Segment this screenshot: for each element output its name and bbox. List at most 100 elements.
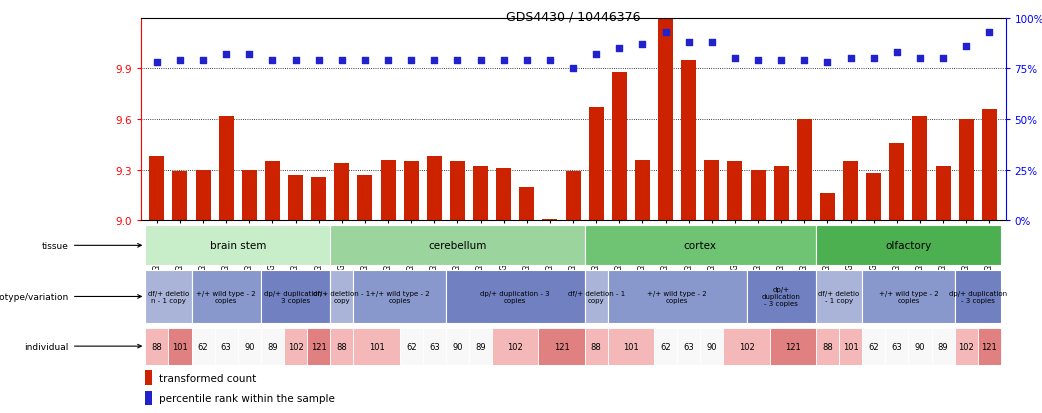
Text: transformed count: transformed count [159, 373, 256, 383]
Bar [196, 170, 210, 221]
Text: 121: 121 [982, 342, 997, 351]
Bar [192, 328, 215, 365]
Bar [145, 226, 330, 266]
Bar [169, 328, 192, 365]
Bar [977, 328, 1001, 365]
Bar [704, 160, 719, 221]
Text: 62: 62 [661, 342, 671, 351]
Bar [380, 160, 396, 221]
Text: 88: 88 [337, 342, 347, 351]
Bar [585, 226, 816, 266]
Point [703, 40, 720, 46]
Bar [260, 328, 284, 365]
Bar [238, 328, 260, 365]
Text: 101: 101 [843, 342, 859, 351]
Bar [145, 328, 169, 365]
Point [819, 60, 836, 66]
Bar [400, 328, 423, 365]
Bar [330, 226, 585, 266]
Bar [607, 328, 654, 365]
Point [935, 56, 951, 62]
Bar [427, 157, 442, 221]
Bar [496, 169, 512, 221]
Text: 89: 89 [475, 342, 486, 351]
Point [288, 58, 304, 64]
Text: 121: 121 [311, 342, 326, 351]
Point [912, 56, 928, 62]
Bar [862, 328, 886, 365]
Point [333, 58, 350, 64]
Text: +/+ wild type - 2
copies: +/+ wild type - 2 copies [370, 290, 429, 303]
Point [379, 58, 396, 64]
Text: brain stem: brain stem [209, 241, 266, 251]
Text: 89: 89 [938, 342, 948, 351]
Point [195, 58, 212, 64]
Text: 102: 102 [739, 342, 754, 351]
Bar [260, 271, 330, 323]
Text: df/+ deletion - 1
copy: df/+ deletion - 1 copy [314, 290, 371, 303]
Bar [357, 176, 372, 221]
Bar [330, 271, 353, 323]
Text: dp/+ duplication
- 3 copies: dp/+ duplication - 3 copies [948, 290, 1007, 303]
Bar [866, 174, 882, 221]
Text: genotype/variation: genotype/variation [0, 292, 142, 301]
Text: df/+ deletion - 1
copy: df/+ deletion - 1 copy [568, 290, 625, 303]
Text: dp/+
duplication
- 3 copies: dp/+ duplication - 3 copies [762, 287, 800, 307]
Bar [469, 328, 492, 365]
Text: 90: 90 [915, 342, 925, 351]
Text: 88: 88 [591, 342, 601, 351]
Point [773, 58, 790, 64]
Text: 63: 63 [221, 342, 231, 351]
Point [519, 58, 536, 64]
Bar [145, 370, 152, 385]
Text: +/+ wild type - 2
copies: +/+ wild type - 2 copies [878, 290, 938, 303]
Text: 63: 63 [429, 342, 440, 351]
Point [565, 66, 581, 73]
Bar [746, 271, 816, 323]
Text: 90: 90 [452, 342, 463, 351]
Text: GDS4430 / 10446376: GDS4430 / 10446376 [505, 10, 641, 23]
Bar [770, 328, 816, 365]
Text: 101: 101 [369, 342, 384, 351]
Bar [173, 172, 188, 221]
Bar [612, 73, 627, 221]
Text: +/+ wild type - 2
copies: +/+ wild type - 2 copies [197, 290, 256, 303]
Bar [242, 170, 257, 221]
Bar [330, 328, 353, 365]
Bar [403, 162, 419, 221]
Point [542, 58, 559, 64]
Bar [589, 108, 603, 221]
Text: 101: 101 [172, 342, 188, 351]
Bar [889, 143, 904, 221]
Text: 101: 101 [623, 342, 639, 351]
Point [680, 40, 697, 46]
Bar [839, 328, 862, 365]
Text: 62: 62 [868, 342, 879, 351]
Point [958, 44, 974, 50]
Bar [959, 120, 973, 221]
Point [311, 58, 327, 64]
Point [750, 58, 767, 64]
Bar [654, 328, 677, 365]
Bar [936, 167, 950, 221]
Bar [677, 328, 700, 365]
Bar [585, 328, 607, 365]
Text: 102: 102 [288, 342, 303, 351]
Bar [450, 162, 465, 221]
Bar [681, 61, 696, 221]
Text: olfactory: olfactory [886, 241, 932, 251]
Point [264, 58, 280, 64]
Point [866, 56, 883, 62]
Bar [423, 328, 446, 365]
Bar [288, 176, 303, 221]
Bar [797, 120, 812, 221]
Bar [843, 162, 859, 221]
Bar [446, 328, 469, 365]
Bar [659, 19, 673, 221]
Point [889, 50, 905, 56]
Point [172, 58, 189, 64]
Text: df/+ deletio
n - 1 copy: df/+ deletio n - 1 copy [148, 290, 189, 303]
Bar [723, 328, 770, 365]
Bar [353, 271, 446, 323]
Text: 121: 121 [553, 342, 569, 351]
